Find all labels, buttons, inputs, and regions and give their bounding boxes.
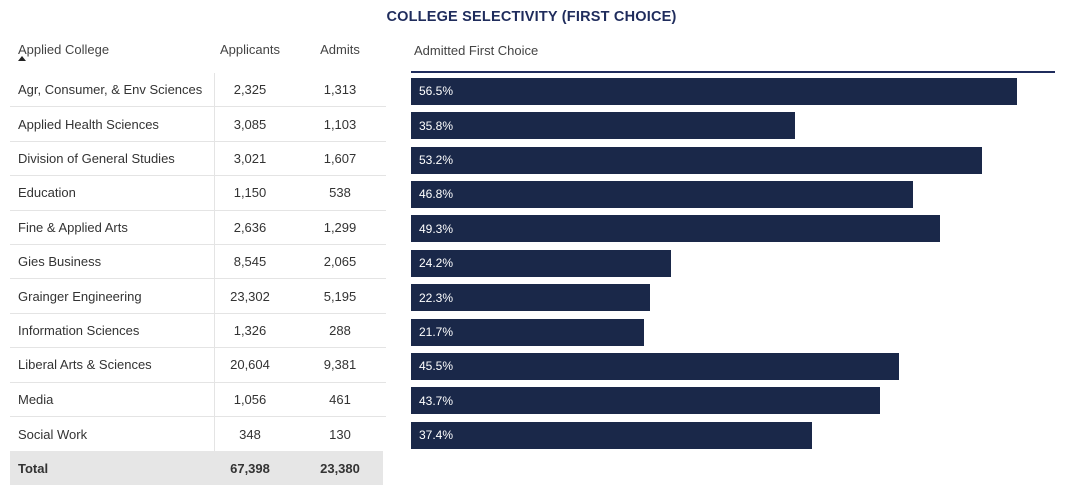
admits-value: 130 (329, 426, 351, 442)
college-name: Agr, Consumer, & Env Sciences (18, 82, 203, 98)
bar-value-label: 45.5% (419, 359, 454, 374)
table-row[interactable]: Division of General Studies 3,021 1,607 (10, 141, 386, 177)
bar[interactable]: 46.8% (411, 180, 914, 208)
applicants-value: 1,056 (233, 391, 267, 407)
table-row[interactable]: Information Sciences 1,326 288 (10, 313, 386, 349)
bar-value-label: 49.3% (419, 221, 454, 236)
table-row[interactable]: Fine & Applied Arts 2,636 1,299 (10, 210, 386, 245)
applicants-value: 2,636 (233, 219, 267, 235)
column-header-applicants[interactable]: Applicants (220, 42, 280, 57)
applicants-value: 348 (239, 426, 261, 442)
admits-value: 2,065 (323, 254, 357, 270)
column-divider (214, 176, 215, 210)
table-row[interactable]: Agr, Consumer, & Env Sciences 2,325 1,313 (10, 73, 386, 108)
column-divider (214, 73, 215, 107)
bar[interactable]: 22.3% (411, 284, 651, 312)
admits-value: 1,607 (323, 150, 357, 166)
admits-value: 288 (329, 322, 351, 338)
total-admits: 23,380 (320, 460, 360, 476)
college-name: Liberal Arts & Sciences (18, 357, 152, 373)
bar-value-label: 35.8% (419, 118, 454, 133)
applicants-value: 8,545 (233, 254, 267, 270)
bar[interactable]: 35.8% (411, 112, 796, 140)
college-name: Grainger Engineering (18, 288, 142, 304)
applicants-value: 1,150 (233, 185, 267, 201)
college-name: Applied Health Sciences (18, 116, 159, 132)
table-row[interactable]: Social Work 348 130 (10, 416, 386, 452)
total-row: Total 67,398 23,380 (10, 451, 383, 485)
sort-ascending-icon[interactable] (18, 56, 26, 61)
college-name: Social Work (18, 426, 88, 442)
college-name: Media (18, 391, 54, 407)
bar[interactable]: 45.5% (411, 352, 900, 380)
admits-value: 1,299 (323, 219, 357, 235)
admits-value: 1,313 (323, 82, 357, 98)
admits-value: 1,103 (323, 116, 357, 132)
applicants-value: 3,021 (233, 150, 267, 166)
bar[interactable]: 53.2% (411, 146, 982, 174)
bar-value-label: 37.4% (419, 428, 454, 443)
total-applicants: 67,398 (230, 460, 270, 476)
column-divider (214, 244, 215, 279)
table-row[interactable]: Gies Business 8,545 2,065 (10, 244, 386, 280)
header-divider (411, 71, 1055, 73)
bar-value-label: 56.5% (419, 84, 454, 99)
bar-value-label: 21.7% (419, 325, 454, 339)
college-name: Information Sciences (18, 322, 140, 338)
bar-chart-area: 56.5% 35.8% 53.2% 46.8% 49.3% 24.2% 22.3% 21.7%… (411, 73, 1055, 451)
column-divider (214, 107, 215, 141)
applicants-value: 20,604 (230, 357, 270, 373)
bar[interactable]: 43.7% (411, 387, 881, 415)
column-divider (214, 416, 215, 452)
bar[interactable]: 21.7% (411, 318, 644, 346)
chart-title: COLLEGE SELECTIVITY (FIRST CHOICE) (386, 9, 677, 25)
applicants-value: 3,085 (233, 116, 267, 132)
table-row[interactable]: Applied Health Sciences 3,085 1,103 (10, 107, 386, 142)
table-row[interactable]: Education 1,150 538 (10, 176, 386, 211)
applicants-value: 2,325 (233, 82, 267, 98)
bar-value-label: 24.2% (419, 256, 454, 271)
college-name: Fine & Applied Arts (18, 219, 128, 235)
column-divider (214, 313, 215, 348)
table-row[interactable]: Liberal Arts & Sciences 20,604 9,381 (10, 348, 386, 383)
bar[interactable]: 24.2% (411, 249, 671, 277)
column-divider (214, 141, 215, 176)
total-label: Total (18, 460, 49, 476)
column-divider (214, 279, 215, 313)
bar-value-label: 43.7% (419, 393, 454, 408)
column-header-college[interactable]: Applied College (18, 42, 110, 57)
college-name: Division of General Studies (18, 150, 175, 166)
table-row[interactable]: Media 1,056 461 (10, 382, 386, 417)
bar[interactable]: 37.4% (411, 421, 813, 449)
bar[interactable]: 56.5% (411, 77, 1018, 105)
college-table: Agr, Consumer, & Env Sciences 2,325 1,313 A… (10, 73, 386, 452)
column-divider (214, 382, 215, 416)
column-header-admitted-first-choice[interactable]: Admitted First Choice (414, 43, 539, 58)
admits-value: 5,195 (323, 288, 357, 304)
bar[interactable]: 49.3% (411, 215, 941, 243)
college-name: Education (18, 185, 76, 201)
college-name: Gies Business (18, 254, 102, 270)
admits-value: 538 (329, 185, 351, 201)
column-divider (214, 210, 215, 244)
bar-value-label: 22.3% (419, 290, 454, 305)
applicants-value: 1,326 (233, 322, 267, 338)
bar-value-label: 46.8% (419, 187, 454, 202)
bar-value-label: 53.2% (419, 153, 454, 167)
admits-value: 9,381 (323, 357, 357, 373)
table-row[interactable]: Grainger Engineering 23,302 5,195 (10, 279, 386, 314)
column-divider (214, 348, 215, 382)
applicants-value: 23,302 (230, 288, 270, 304)
column-header-admits[interactable]: Admits (320, 42, 360, 57)
admits-value: 461 (329, 391, 351, 407)
